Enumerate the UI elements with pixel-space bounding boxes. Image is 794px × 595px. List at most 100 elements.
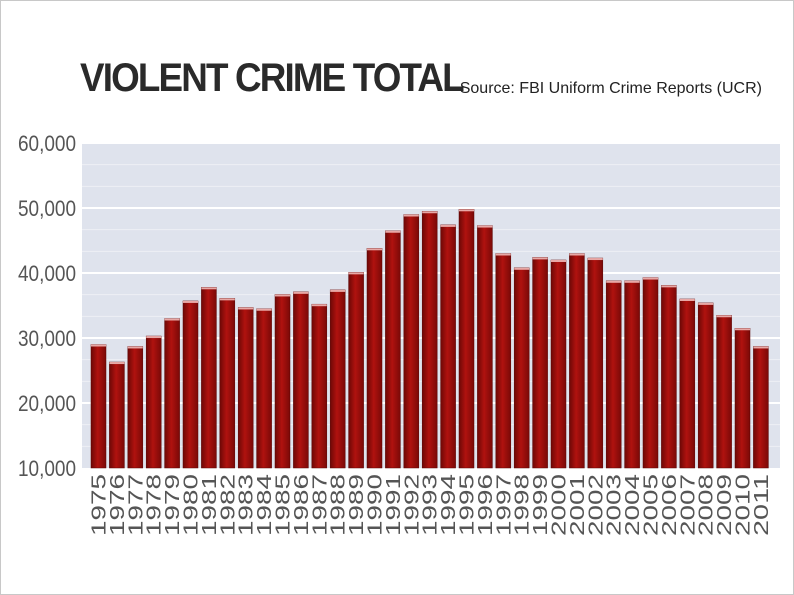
bar-2007 [679, 298, 696, 469]
x-tick-label: 2002 [585, 474, 607, 536]
bar-cap [716, 315, 732, 318]
bar-cap [127, 346, 143, 349]
bar-1982 [219, 298, 236, 469]
x-tick-label: 1988 [328, 474, 350, 536]
bar-1983 [237, 307, 254, 469]
bar-1996 [477, 225, 493, 469]
x-tick-label: 1999 [530, 474, 552, 536]
x-tick-label: 1990 [365, 474, 387, 536]
x-tick-label: 2011 [751, 474, 773, 536]
x-tick-label: 1985 [273, 474, 295, 536]
bar-1993 [421, 211, 438, 469]
x-tick-label: 1998 [512, 474, 534, 536]
x-axis-ticks: 1975197619771978197919801981198219831984… [89, 474, 773, 536]
bar-cap [348, 272, 364, 275]
bar-1987 [311, 303, 328, 469]
x-tick-label: 2010 [733, 474, 755, 536]
bar-1991 [385, 230, 401, 469]
bar-cap [201, 287, 217, 290]
x-tick-label: 2008 [696, 474, 718, 536]
bar-1975 [90, 344, 107, 469]
x-tick-label: 1981 [199, 474, 221, 536]
bar-2010 [734, 328, 751, 469]
x-tick-label: 2001 [567, 474, 589, 536]
x-tick-label: 1987 [309, 474, 331, 536]
bar-cap [91, 344, 106, 347]
bar-cap [275, 294, 290, 297]
bar-1995 [458, 209, 475, 469]
bar-cap [219, 298, 235, 301]
bar-1988 [329, 289, 346, 469]
bar-cap [385, 230, 401, 233]
x-tick-label: 2003 [604, 474, 626, 536]
x-tick-label: 1997 [493, 474, 515, 536]
bar-1984 [256, 308, 272, 469]
y-tick-label: 50,000 [18, 196, 76, 221]
bar-cap [606, 280, 622, 283]
x-tick-label: 1989 [346, 474, 368, 536]
bar-cap [422, 211, 438, 214]
bar-2005 [642, 277, 659, 469]
x-tick-label: 1984 [254, 474, 276, 536]
bar-cap [735, 328, 750, 331]
x-tick-label: 2009 [714, 474, 736, 536]
bar-1978 [145, 335, 162, 469]
bar-cap [238, 307, 254, 310]
bar-cap [679, 299, 695, 301]
bar-2006 [661, 285, 677, 469]
bar-2011 [753, 346, 769, 469]
x-tick-label: 2006 [659, 474, 681, 536]
bar-1976 [109, 361, 125, 469]
bar-2003 [605, 280, 622, 469]
y-tick-label: 60,000 [18, 131, 76, 156]
x-tick-label: 1979 [162, 474, 184, 536]
x-tick-label: 1992 [401, 474, 423, 536]
bar-1998 [513, 267, 530, 469]
bar-1994 [440, 224, 456, 469]
bar-1977 [127, 346, 144, 469]
y-axis-ticks: 10,000 20,000 30,000 40,000 50,000 60,000 [18, 131, 76, 481]
bar-cap [477, 225, 493, 228]
bar-cap [587, 258, 603, 261]
bar-1979 [164, 318, 180, 469]
bar-2009 [716, 315, 732, 469]
bar-1999 [532, 257, 548, 469]
x-tick-label: 1995 [457, 474, 479, 536]
bar-cap [514, 267, 530, 270]
x-tick-label: 1993 [420, 474, 442, 536]
x-tick-label: 1986 [291, 474, 313, 536]
bar-cap [330, 289, 346, 292]
y-tick-label: 40,000 [18, 261, 76, 286]
x-tick-label: 1980 [181, 474, 203, 536]
bar-1990 [366, 248, 383, 469]
x-tick-label: 1977 [125, 474, 147, 536]
x-tick-label: 1976 [107, 474, 129, 536]
x-tick-label: 1996 [475, 474, 497, 536]
bar-2004 [624, 280, 640, 469]
x-tick-label: 2000 [549, 474, 571, 536]
bar-cap [661, 285, 677, 288]
bar-cap [164, 318, 180, 321]
bar-cap [146, 336, 162, 339]
y-tick-label: 10,000 [18, 456, 76, 481]
x-tick-label: 1991 [383, 474, 405, 536]
bar-1989 [348, 272, 364, 469]
bar-cap [293, 291, 309, 294]
bar-1981 [201, 287, 217, 469]
bar-cap [495, 253, 511, 256]
bar-cap [311, 304, 327, 307]
bar-cap [643, 277, 658, 280]
bar-cap [183, 300, 198, 303]
bar-1992 [403, 214, 420, 469]
bar-cap [624, 280, 640, 283]
bar-cap [403, 214, 419, 217]
bar-cap [367, 248, 382, 251]
chart-title: VIOLENT CRIME TOTAL [80, 56, 465, 100]
bar-2008 [697, 302, 714, 469]
bar-cap [256, 308, 272, 311]
x-tick-label: 1983 [236, 474, 258, 536]
chart-source: Source: FBI Uniform Crime Reports (UCR) [459, 80, 762, 97]
bar-cap [569, 253, 585, 256]
bar-1997 [495, 253, 512, 469]
